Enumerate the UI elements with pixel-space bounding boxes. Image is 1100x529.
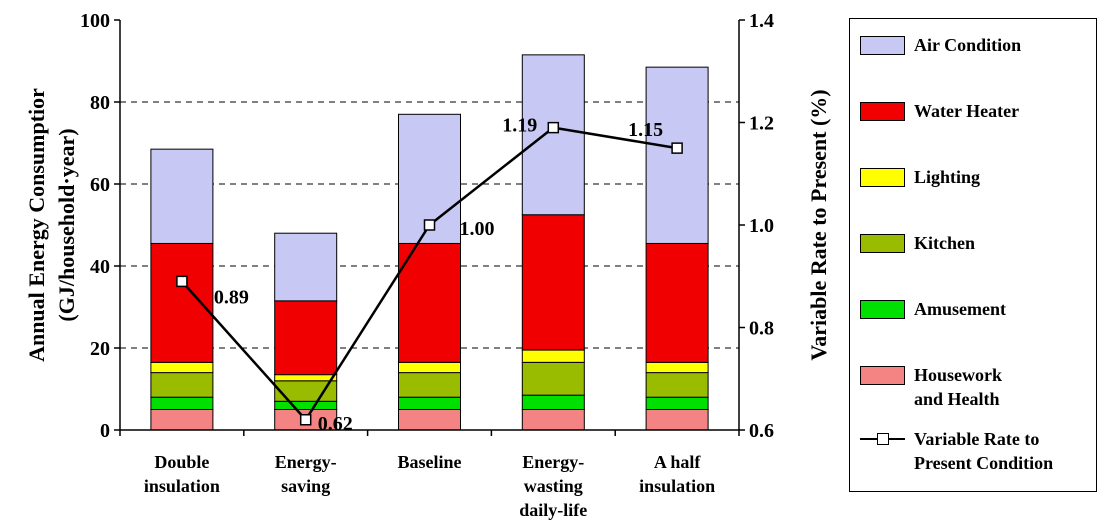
category-label: Energy- <box>275 452 337 472</box>
bar-segment-kitchen-0 <box>150 372 214 398</box>
legend-item-kitchen: Kitchen <box>860 231 975 255</box>
bar-segment-amusement-0 <box>150 396 214 411</box>
bar-segment-lighting-2 <box>398 361 461 374</box>
bar-segment-housework-and-health-0 <box>150 409 214 431</box>
category-label: insulation <box>144 476 220 496</box>
bar-segment-air-condition-1 <box>274 232 338 302</box>
variable-rate-marker <box>423 219 436 231</box>
bar-segment-lighting-0 <box>150 361 214 374</box>
bar-segment-water-heater-1 <box>274 300 338 376</box>
left-tick-label: 60 <box>90 174 110 196</box>
bar-segment-housework-and-health-4 <box>645 409 709 431</box>
legend-item-air-condition: Air Condition <box>860 33 1021 57</box>
bar-segment-lighting-4 <box>645 361 709 374</box>
category-label: wasting <box>524 476 583 496</box>
variable-rate-marker <box>547 121 560 134</box>
category-label: saving <box>281 476 330 496</box>
data-label: 1.00 <box>460 218 495 240</box>
legend-label-variable-rate: Variable Rate to Present Condition <box>914 429 1054 473</box>
left-tick-label: 100 <box>80 10 110 32</box>
category-label: Energy- <box>522 452 584 472</box>
left-axis-title: Annual Energy Consumptior <box>24 88 49 362</box>
right-tick-label: 1.2 <box>749 113 774 135</box>
right-axis-title: Variable Rate to Present (%) <box>806 89 831 360</box>
bar-segment-kitchen-4 <box>645 372 709 398</box>
legend-item-lighting: Lighting <box>860 165 980 189</box>
legend-item-amusement: Amusement <box>860 297 1006 321</box>
right-tick-label: 1.4 <box>749 10 774 32</box>
bar-segment-water-heater-4 <box>645 242 709 363</box>
category-label: Baseline <box>397 452 461 472</box>
bar-segment-amusement-4 <box>645 396 709 411</box>
bar-segment-water-heater-3 <box>521 214 585 351</box>
left-tick-label: 0 <box>100 420 110 442</box>
legend-swatch-housework-health <box>860 366 905 385</box>
legend-label-lighting: Lighting <box>914 167 981 187</box>
legend-item-housework-health: Housework and Health <box>860 363 1002 411</box>
legend-item-variable-rate: Variable Rate to Present Condition <box>860 427 1053 475</box>
data-label: 1.15 <box>628 119 663 141</box>
legend-label-housework-health: Housework and Health <box>914 365 1003 409</box>
legend-label-water-heater: Water Heater <box>914 101 1020 121</box>
bar-segment-amusement-3 <box>521 394 585 410</box>
legend-swatch-water-heater <box>860 102 905 121</box>
bar-segment-housework-and-health-3 <box>521 409 585 431</box>
right-tick-label: 1.0 <box>749 215 774 237</box>
bar-segment-lighting-1 <box>274 374 338 382</box>
bar-segment-amusement-1 <box>274 400 338 410</box>
bar-segment-kitchen-2 <box>398 372 461 398</box>
bar-segment-water-heater-2 <box>398 242 461 363</box>
legend: Air Condition Water Heater Lighting Kitc… <box>849 18 1097 492</box>
left-axis-title: (GJ/household·year) <box>54 128 79 321</box>
data-label: 0.62 <box>318 413 353 435</box>
right-tick-label: 0.8 <box>749 318 774 340</box>
bar-segment-amusement-2 <box>398 396 461 411</box>
legend-label-kitchen: Kitchen <box>914 233 975 253</box>
category-label: insulation <box>639 476 715 496</box>
legend-swatch-amusement <box>860 300 905 319</box>
legend-swatch-kitchen <box>860 234 905 253</box>
left-tick-label: 20 <box>90 338 110 360</box>
category-label: Double <box>154 452 209 472</box>
data-label: 1.19 <box>502 115 537 137</box>
category-label: A half <box>654 452 702 472</box>
legend-line-marker-icon <box>860 427 905 451</box>
legend-label-air-condition: Air Condition <box>914 35 1022 55</box>
data-label: 0.89 <box>214 286 249 308</box>
legend-label-amusement: Amusement <box>914 299 1006 319</box>
legend-swatch-air-condition <box>860 36 905 55</box>
right-tick-label: 0.6 <box>749 420 774 442</box>
left-tick-label: 80 <box>90 92 110 114</box>
left-tick-label: 40 <box>90 256 110 278</box>
variable-rate-marker <box>299 414 312 426</box>
variable-rate-marker <box>671 142 683 154</box>
variable-rate-marker <box>176 275 188 288</box>
bar-segment-air-condition-3 <box>521 54 585 216</box>
bar-segment-lighting-3 <box>521 349 585 363</box>
legend-swatch-lighting <box>860 168 905 187</box>
category-label: daily-life <box>519 500 587 520</box>
bar-segment-housework-and-health-2 <box>398 409 461 431</box>
bar-segment-air-condition-4 <box>645 66 709 244</box>
bar-segment-air-condition-0 <box>150 148 214 244</box>
bar-segment-kitchen-3 <box>521 361 585 396</box>
bar-segment-water-heater-0 <box>150 242 214 363</box>
legend-item-water-heater: Water Heater <box>860 99 1019 123</box>
